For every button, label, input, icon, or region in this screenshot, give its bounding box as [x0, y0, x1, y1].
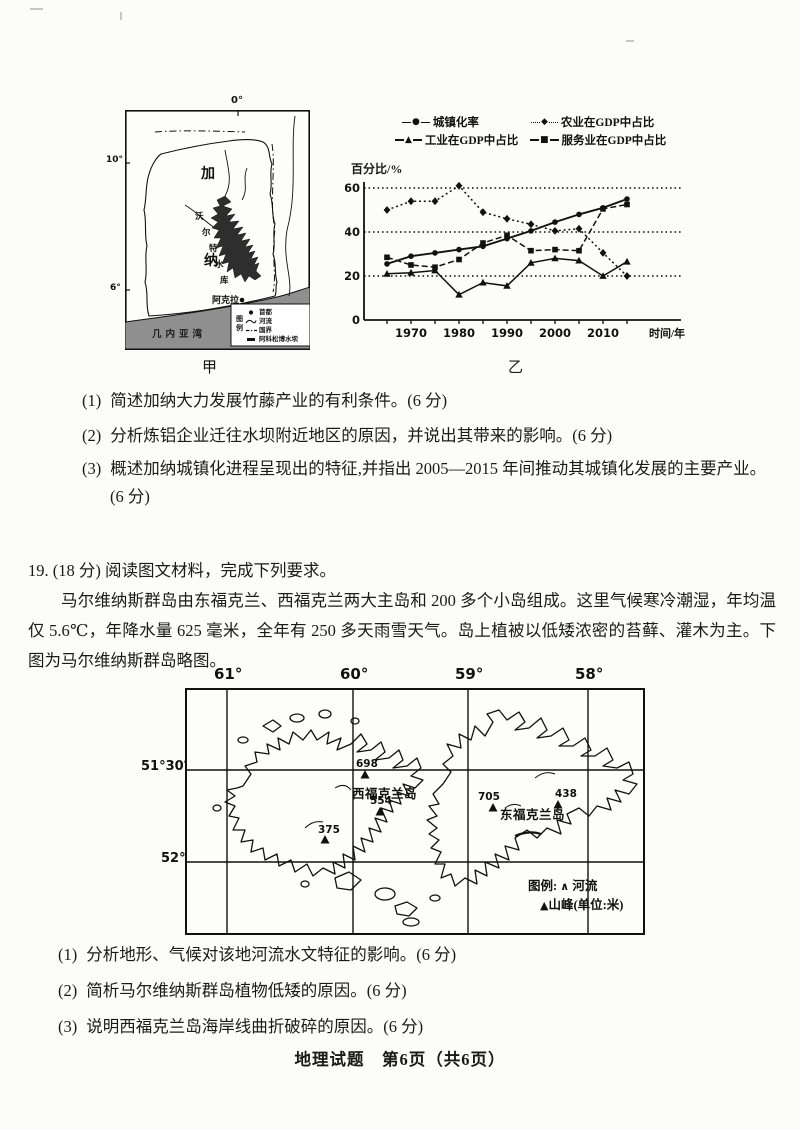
falkland-legend-line2: ▲山峰(单位:米) — [540, 898, 624, 912]
peak-elevation: 705 — [478, 791, 500, 803]
series-label: 工业在GDP中占比 — [424, 135, 519, 147]
ghana-legend-item-border: 国界 — [245, 326, 272, 335]
peak-symbol-icon: ▲ — [540, 899, 549, 912]
dashdot-line-icon — [246, 329, 257, 332]
line-chart-svg: 0 20 40 60 1970 1980 1990 2000 2010 时间/年 — [345, 181, 685, 340]
peak-elevation: 554 — [370, 795, 392, 807]
series-label: 农业在GDP中占比 — [560, 117, 655, 129]
ghana-legend-item-capital: 首都 — [245, 308, 272, 317]
lake-label-char: 沃 — [195, 211, 204, 221]
peak-elevation: 698 — [356, 758, 378, 770]
svg-text:0: 0 — [352, 313, 360, 327]
latitude-label: 51°30′ — [141, 759, 188, 774]
longitude-label: 60° — [340, 665, 369, 683]
svg-text:60: 60 — [345, 181, 360, 195]
ghana-legend-item-river: 河流 — [245, 317, 272, 326]
series-label: 城镇化率 — [432, 117, 479, 129]
ghana-legend-title: 图 例 — [236, 315, 243, 332]
dam-bar-icon — [247, 338, 255, 341]
svg-text:1970: 1970 — [395, 326, 427, 340]
square-marker-icon: ■ — [540, 134, 549, 145]
scan-artifact — [120, 12, 122, 20]
capital-dot-icon — [248, 310, 254, 315]
longitude-label: 61° — [214, 665, 243, 683]
question19-header: 19. (18 分) 阅读图文材料，完成下列要求。 — [28, 561, 336, 580]
latitude-label-6: 6° — [110, 283, 121, 293]
question-score-line: (6 分) — [110, 487, 150, 506]
lake-label-char: 尔 — [202, 227, 211, 237]
falkland-map-figure: 61° 60° 59° 58° 51°30′ 52° — [140, 663, 670, 948]
lake-label-char: 库 — [220, 275, 229, 285]
east-falkland-label: 东福克兰岛 — [500, 808, 566, 822]
lake-label-char: 水 — [215, 259, 224, 269]
country-name-char2: 纳 — [204, 254, 218, 269]
svg-text:1980: 1980 — [443, 326, 475, 340]
river-symbol-icon: ∧ — [560, 880, 570, 893]
peak-triangles — [320, 770, 563, 844]
latitude-label-10: 10° — [106, 155, 124, 165]
question-line: (1) 简述加纳大力发展竹藤产业的有利条件。(6 分) — [82, 391, 448, 410]
circle-marker-icon: ● — [412, 116, 420, 127]
triangle-marker-icon: ▲ — [405, 134, 412, 145]
svg-text:40: 40 — [345, 225, 360, 239]
capital-label: 阿克拉 — [212, 295, 240, 305]
falkland-map-svg — [185, 688, 645, 935]
series-label: 服务业在GDP中占比 — [561, 135, 667, 147]
svg-text:1990: 1990 — [491, 326, 523, 340]
question-line: (2) 简析马尔维纳斯群岛植物低矮的原因。(6 分) — [58, 981, 407, 1000]
svg-text:时间/年: 时间/年 — [649, 326, 685, 340]
falkland-legend-line1: 图例: ∧ 河流 — [528, 879, 598, 893]
diamond-marker-icon: ◆ — [541, 116, 548, 127]
question-line: (3) 概述加纳城镇化进程呈现出的特征,并指出 2005—2015 年间推动其城镇… — [82, 459, 767, 478]
scan-artifact — [30, 8, 43, 10]
page-footer: 地理试题 第6页（共6页） — [294, 1050, 506, 1069]
ghana-map-figure: 0° 10° 6° 加 纳 沃 尔 特 水 库 阿克拉 几内亚湾 图 例 首都 … — [105, 93, 325, 383]
longitude-label: 59° — [455, 665, 484, 683]
meridian-label: 0° — [231, 95, 243, 106]
question-line: (1) 分析地形、气候对该地河流水文特征的影响。(6 分) — [58, 945, 457, 964]
chart-legend-item: ■ 服务业在GDP中占比 — [530, 132, 666, 148]
scan-artifact — [626, 40, 634, 42]
longitude-label: 58° — [575, 665, 604, 683]
question19-paragraph: 马尔维纳斯群岛由东福克兰、西福克兰两大主岛和 200 多个小岛组成。这里气候寒冷… — [28, 591, 776, 670]
svg-text:20: 20 — [345, 269, 360, 283]
ghana-legend-box — [230, 303, 310, 347]
river-line-icon — [245, 319, 257, 324]
ghana-legend-item-dam: 阿科松博水坝 — [245, 335, 298, 344]
question-line: (3) 说明西福克兰岛海岸线曲折破碎的原因。(6 分) — [58, 1017, 424, 1036]
ghana-structure-chart: ● 城镇化率 ◆ 农业在GDP中占比 ▲ 工业在GDP中占比 ■ 服务业在GDP… — [345, 110, 695, 376]
svg-text:2010: 2010 — [587, 326, 619, 340]
figure-caption-jia: 甲 — [202, 360, 218, 376]
lake-label-char: 特 — [209, 243, 218, 253]
chart-legend-item: ▲ 工业在GDP中占比 — [395, 132, 518, 148]
ghana-outline — [143, 139, 278, 317]
svg-text:2000: 2000 — [539, 326, 571, 340]
y-axis-title: 百分比/% — [351, 162, 403, 176]
peak-elevation: 438 — [555, 788, 577, 800]
question19-intro: 19. (18 分) 阅读图文材料，完成下列要求。 马尔维纳斯群岛由东福克兰、西… — [28, 556, 776, 676]
gulf-label: 几内亚湾 — [152, 330, 207, 340]
figure-caption-yi: 乙 — [508, 360, 524, 376]
volta-reservoir — [210, 195, 262, 283]
accra-capital-dot — [239, 297, 245, 303]
peak-elevation: 375 — [318, 824, 340, 836]
west-falkland-label: 西福克兰岛 — [352, 787, 418, 801]
ghana-map-svg — [125, 110, 310, 350]
question18-items: (1) 简述加纳大力发展竹藤产业的有利条件。(6 分) (2) 分析炼铝企业迁往水坝… — [82, 390, 772, 508]
question-line: (2) 分析炼铝企业迁往水坝附近地区的原因，并说出其带来的影响。(6 分) — [82, 426, 613, 445]
chart-legend-item: ● 城镇化率 — [402, 114, 479, 130]
country-name-char1: 加 — [201, 167, 215, 182]
question19-items: (1) 分析地形、气候对该地河流水文特征的影响。(6 分) (2) 简析马尔维纳斯群… — [58, 944, 758, 1038]
east-falkland-island — [426, 709, 638, 887]
chart-legend-item: ◆ 农业在GDP中占比 — [531, 114, 654, 130]
latitude-label: 52° — [161, 851, 186, 866]
west-falkland-island — [224, 729, 424, 877]
